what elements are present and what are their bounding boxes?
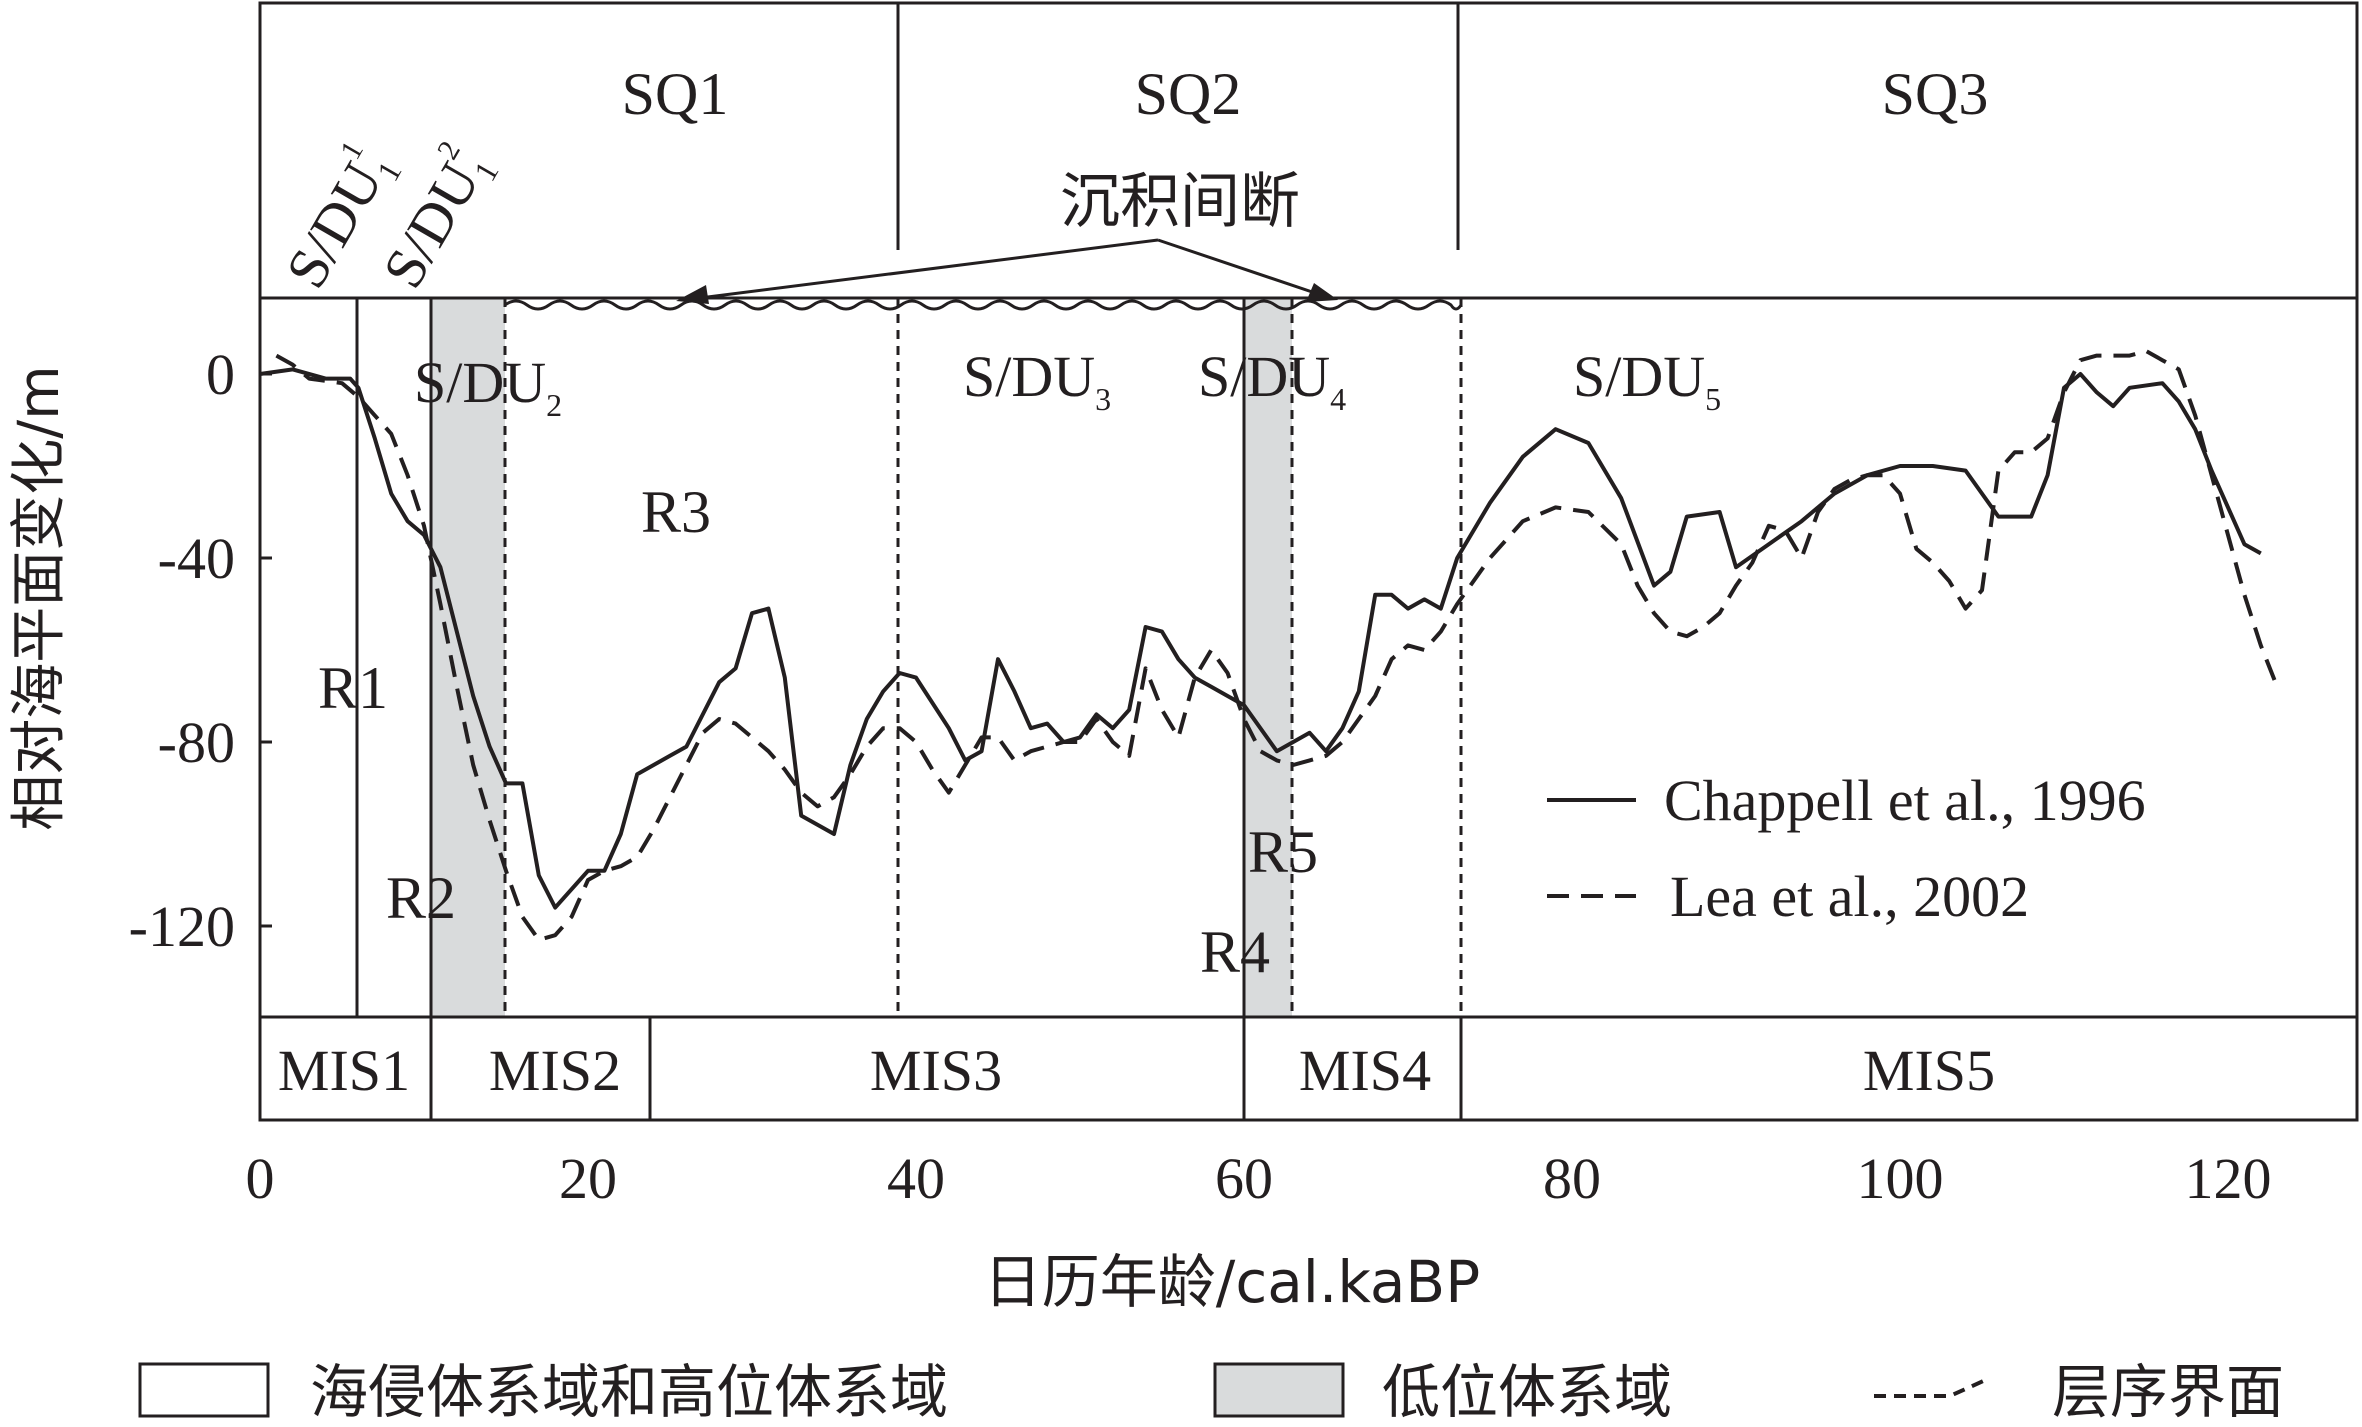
x-tick-label: 0: [246, 1146, 275, 1211]
hiatus-wavy-line: [504, 299, 1463, 311]
series-layer: [259, 349, 2280, 942]
x-tick-label: 100: [1857, 1146, 1944, 1211]
region-label-r1: R1: [318, 655, 388, 721]
sq-label-2: SQ2: [1135, 61, 1242, 127]
su-label-du3: S/DU3: [963, 344, 1111, 417]
mis-label-4: MIS4: [1299, 1038, 1431, 1103]
su-label-du4: S/DU4: [1198, 344, 1346, 417]
sq-label-1: SQ1: [622, 61, 729, 127]
mis-label-3: MIS3: [870, 1038, 1002, 1103]
mis-label-5: MIS5: [1863, 1038, 1995, 1103]
chart-frame: [258, 1, 2359, 1122]
mis-label-1: MIS1: [278, 1038, 410, 1103]
legend-box-transgressive: [138, 1362, 270, 1418]
x-tick-label: 120: [2185, 1146, 2272, 1211]
lowstand-band-r4: [1244, 298, 1292, 1017]
legend-label-transgressive: 海侵体系域和高位体系域: [310, 1358, 948, 1426]
legend-box-lowstand: [1213, 1362, 1345, 1418]
y-tick-label: 0: [206, 342, 235, 407]
sq-label-3: SQ3: [1882, 61, 1989, 127]
series-line-lea: [275, 349, 2280, 942]
hiatus-arrows: [683, 238, 1331, 302]
y-tick-label: -80: [158, 710, 235, 775]
region-label-r5: R5: [1248, 819, 1318, 885]
region-label-r3: R3: [641, 479, 711, 545]
hiatus-label: 沉积间断: [1060, 167, 1300, 237]
hiatus-arrow-head-right: [1306, 283, 1338, 302]
legend-label-chappell: Chappell et al., 1996: [1664, 768, 2146, 833]
x-tick-label: 80: [1543, 1146, 1601, 1211]
legend-label-boundary: 层序界面: [2052, 1358, 2284, 1426]
su-label-du1-2: S/DU12: [365, 135, 506, 302]
mis-label-2: MIS2: [489, 1038, 621, 1103]
legend-label-lowstand: 低位体系域: [1382, 1358, 1672, 1426]
y-tick-label: -120: [129, 894, 235, 959]
x-axis-title: 日历年龄/cal.kaBP: [984, 1248, 1480, 1316]
legend-label-lea: Lea et al., 2002: [1670, 864, 2029, 929]
x-tick-label: 40: [887, 1146, 945, 1211]
x-tick-label: 20: [559, 1146, 617, 1211]
x-tick-label: 60: [1215, 1146, 1273, 1211]
region-label-r4: R4: [1200, 919, 1270, 985]
su-label-du2: S/DU2: [414, 350, 562, 423]
lowstand-band-r2: [431, 298, 505, 1017]
legend-boundary-swatch: [1874, 1376, 1991, 1398]
su-label-du5: S/DU5: [1573, 344, 1721, 417]
series-line-chappell: [259, 367, 2262, 910]
region-label-r2: R2: [386, 865, 456, 931]
y-tick-label: -40: [158, 526, 235, 591]
hiatus-arrow-head-left: [676, 285, 709, 304]
y-axis-title: 相对海平面变化/m: [7, 365, 72, 830]
